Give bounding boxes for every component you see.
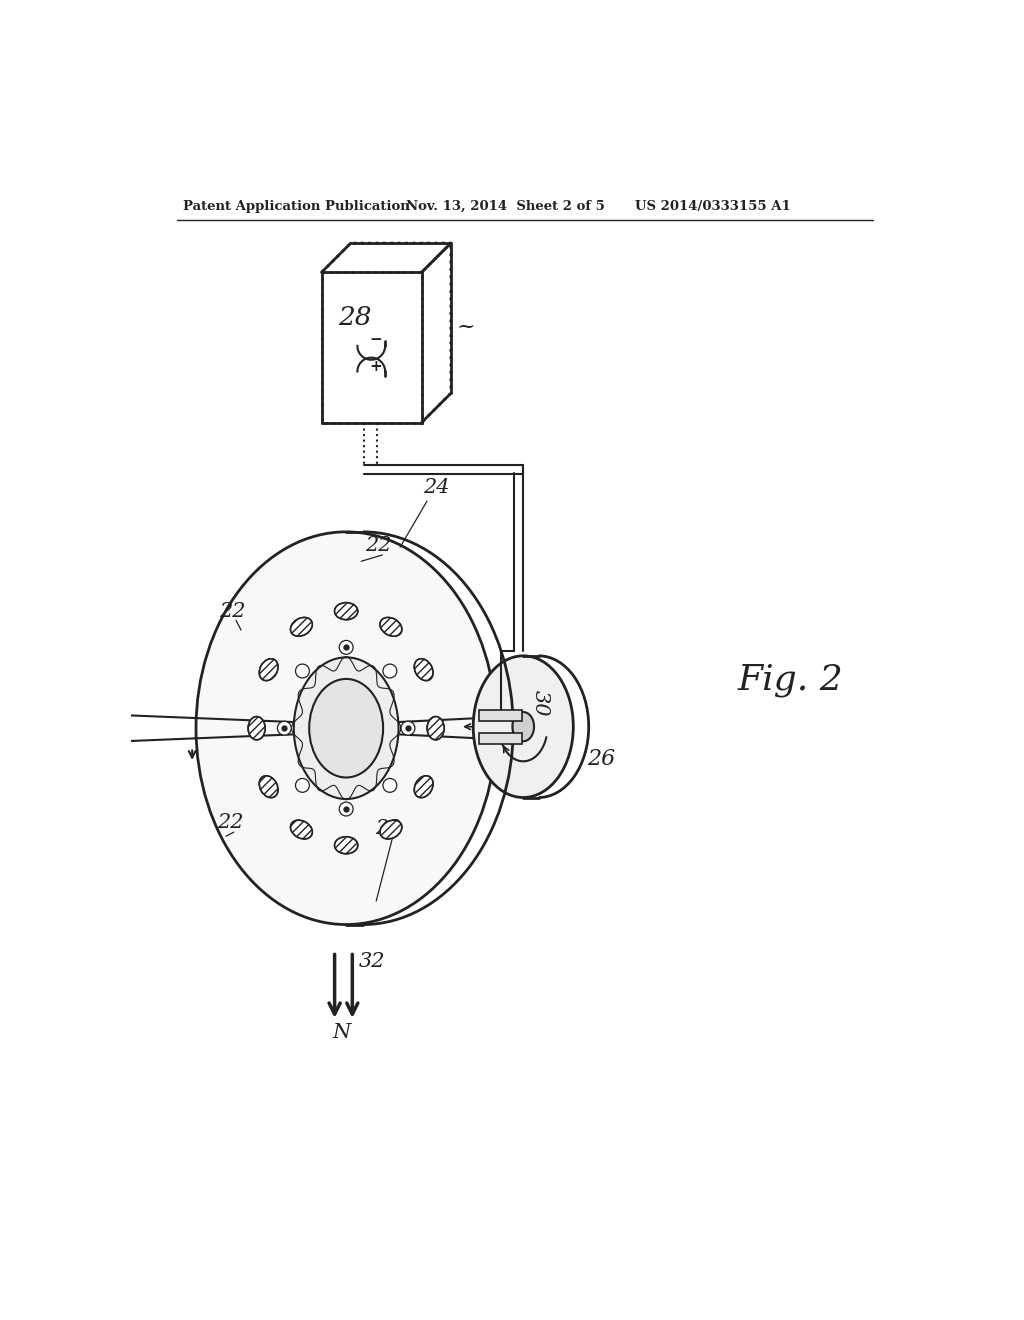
Text: 32: 32: [358, 952, 385, 972]
Ellipse shape: [380, 820, 401, 840]
Circle shape: [278, 721, 291, 735]
Text: 22: 22: [217, 813, 244, 833]
Text: 30: 30: [531, 690, 550, 717]
Bar: [479, 733, 521, 743]
Ellipse shape: [335, 837, 357, 854]
Ellipse shape: [380, 618, 401, 636]
Ellipse shape: [291, 820, 312, 840]
Circle shape: [383, 664, 397, 678]
Ellipse shape: [248, 717, 265, 739]
Ellipse shape: [380, 618, 401, 636]
Text: +: +: [370, 359, 383, 375]
Text: N: N: [333, 1023, 350, 1041]
Ellipse shape: [294, 657, 398, 799]
Ellipse shape: [259, 776, 278, 797]
Ellipse shape: [309, 678, 383, 777]
Text: 22: 22: [366, 536, 392, 556]
Ellipse shape: [415, 659, 433, 681]
Circle shape: [339, 640, 353, 655]
Bar: [479, 710, 521, 721]
Text: 24: 24: [423, 478, 450, 498]
Circle shape: [296, 779, 309, 792]
Text: 28: 28: [339, 305, 372, 330]
Text: US 2014/0333155 A1: US 2014/0333155 A1: [635, 199, 791, 213]
Ellipse shape: [335, 603, 357, 619]
Ellipse shape: [415, 776, 433, 797]
Ellipse shape: [291, 820, 312, 840]
Circle shape: [401, 721, 415, 735]
Text: 26: 26: [587, 748, 615, 770]
Ellipse shape: [259, 659, 278, 681]
Ellipse shape: [248, 717, 265, 739]
Ellipse shape: [259, 776, 278, 797]
Text: 22: 22: [219, 602, 246, 620]
Ellipse shape: [427, 717, 444, 739]
Text: ~: ~: [457, 315, 476, 338]
Ellipse shape: [415, 659, 433, 681]
Ellipse shape: [473, 656, 573, 797]
Circle shape: [383, 779, 397, 792]
Text: Fig. 2: Fig. 2: [737, 663, 843, 697]
Ellipse shape: [380, 820, 401, 840]
Text: Patent Application Publication: Patent Application Publication: [183, 199, 410, 213]
Ellipse shape: [415, 776, 433, 797]
Text: 22: 22: [376, 820, 401, 838]
Ellipse shape: [427, 717, 444, 739]
Ellipse shape: [118, 715, 128, 742]
Circle shape: [296, 664, 309, 678]
Ellipse shape: [259, 659, 278, 681]
Text: −: −: [370, 333, 383, 347]
Ellipse shape: [335, 603, 357, 619]
Ellipse shape: [512, 711, 535, 742]
Text: Nov. 13, 2014  Sheet 2 of 5: Nov. 13, 2014 Sheet 2 of 5: [407, 199, 605, 213]
Ellipse shape: [291, 618, 312, 636]
Ellipse shape: [196, 532, 497, 924]
Ellipse shape: [291, 618, 312, 636]
Ellipse shape: [335, 837, 357, 854]
Circle shape: [339, 803, 353, 816]
